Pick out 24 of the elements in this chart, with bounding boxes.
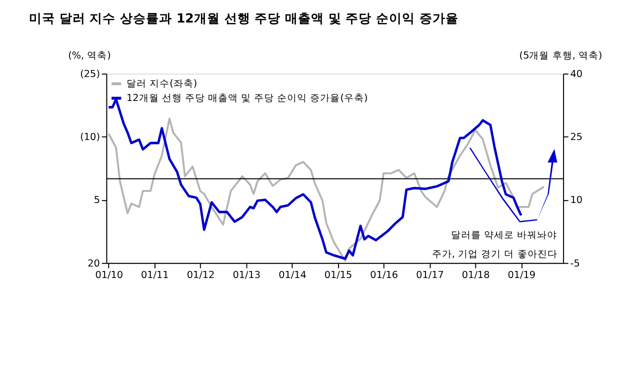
annotation: 달러를 약세로 바꿔놔야 주가, 기업 경기 더 좋아진다: [432, 230, 558, 260]
x-tick-label: 01/18: [462, 270, 490, 281]
x-tick-label: 01/19: [508, 270, 536, 281]
y-tick-label: (10): [80, 132, 100, 144]
x-tick-label: 01/11: [141, 270, 169, 281]
y-axis-title: (%, 역축): [68, 50, 111, 62]
y2-tick-label: 10: [570, 195, 583, 206]
chart-title: 미국 달러 지수 상승률과 12개월 선행 주당 매출액 및 주당 순이익 증가율: [28, 10, 458, 26]
y2-tick-label: 40: [570, 68, 583, 80]
y-tick-label: 20: [88, 258, 100, 270]
y2-axis-title: (5개월 후행, 역축): [519, 50, 602, 62]
y2-tick-label: -5: [570, 258, 580, 270]
x-tick-label: 01/17: [416, 270, 444, 281]
x-tick-label: 01/13: [232, 270, 261, 281]
x-tick-label: 01/14: [278, 270, 306, 281]
legend-label: 12개월 선행 주당 매출액 및 주당 순이익 증가율(우축): [126, 93, 368, 104]
x-tick-label: 01/16: [370, 270, 398, 281]
x-tick-label: 01/12: [186, 270, 215, 281]
y-tick-label: (25): [80, 68, 100, 80]
y2-tick-label: 25: [570, 132, 583, 144]
x-tick-label: 01/10: [95, 270, 123, 281]
legend-label: 달러 지수(좌축): [126, 78, 198, 90]
x-tick-label: 01/15: [324, 270, 352, 281]
y-tick-label: 5: [94, 195, 100, 206]
